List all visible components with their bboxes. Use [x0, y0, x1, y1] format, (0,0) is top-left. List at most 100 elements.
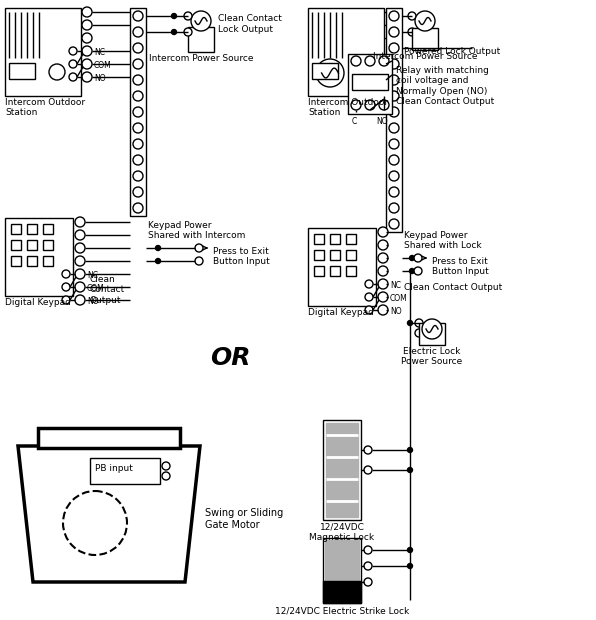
Bar	[308, 228, 376, 306]
Bar	[188, 27, 214, 52]
Circle shape	[184, 12, 192, 20]
Circle shape	[133, 155, 143, 165]
Text: Intercom Outdoor
Station: Intercom Outdoor Station	[5, 98, 85, 117]
Circle shape	[82, 59, 92, 69]
Bar	[412, 28, 438, 50]
Circle shape	[378, 292, 388, 302]
Circle shape	[414, 254, 422, 262]
Circle shape	[365, 293, 373, 301]
Circle shape	[379, 100, 389, 110]
Bar	[43, 224, 53, 234]
Circle shape	[389, 203, 399, 213]
Circle shape	[82, 72, 92, 82]
Bar	[352, 74, 388, 90]
Bar	[11, 224, 21, 234]
Bar	[314, 266, 324, 276]
Circle shape	[389, 43, 399, 53]
Text: Digital Keypad: Digital Keypad	[5, 298, 71, 307]
Circle shape	[378, 279, 388, 289]
Circle shape	[82, 20, 92, 30]
Text: COM: COM	[94, 61, 112, 70]
Bar	[330, 234, 340, 244]
Circle shape	[133, 107, 143, 117]
Circle shape	[364, 446, 372, 454]
Circle shape	[133, 171, 143, 181]
Circle shape	[133, 27, 143, 37]
Circle shape	[389, 11, 399, 21]
Circle shape	[133, 91, 143, 101]
Text: C: C	[352, 117, 357, 126]
Text: Swing or Sliding
Gate Motor: Swing or Sliding Gate Motor	[205, 508, 283, 529]
Circle shape	[191, 11, 211, 31]
Bar	[130, 8, 146, 216]
Circle shape	[389, 75, 399, 85]
Text: Digital Keypad: Digital Keypad	[308, 308, 374, 317]
Circle shape	[69, 47, 77, 55]
Polygon shape	[323, 581, 361, 603]
Text: Intercom Power Source: Intercom Power Source	[372, 52, 477, 61]
Polygon shape	[18, 446, 200, 582]
Text: Intercom Power Source: Intercom Power Source	[149, 54, 253, 63]
Bar	[5, 8, 81, 96]
Text: NO: NO	[390, 307, 402, 316]
Text: 12/24VDC
Magnetic Lock: 12/24VDC Magnetic Lock	[309, 523, 374, 542]
Circle shape	[133, 123, 143, 133]
Circle shape	[172, 14, 176, 19]
Circle shape	[365, 306, 373, 314]
Circle shape	[389, 59, 399, 69]
Text: OR: OR	[210, 346, 250, 370]
Circle shape	[409, 255, 414, 260]
Circle shape	[364, 466, 372, 474]
Bar	[330, 266, 340, 276]
Circle shape	[69, 73, 77, 81]
Circle shape	[75, 256, 85, 266]
Circle shape	[415, 11, 435, 31]
Circle shape	[389, 187, 399, 197]
Circle shape	[378, 253, 388, 263]
Text: Press to Exit
Button Input: Press to Exit Button Input	[213, 247, 270, 267]
Text: 12/24VDC Electric Strike Lock: 12/24VDC Electric Strike Lock	[275, 606, 409, 615]
Text: Electric Lock
Power Source: Electric Lock Power Source	[401, 347, 462, 366]
Polygon shape	[326, 423, 358, 517]
Circle shape	[133, 75, 143, 85]
Circle shape	[133, 139, 143, 149]
Bar	[323, 420, 361, 520]
Bar	[27, 240, 37, 250]
Text: Keypad Power
Shared with Lock: Keypad Power Shared with Lock	[404, 231, 482, 250]
Circle shape	[408, 448, 412, 453]
Circle shape	[389, 123, 399, 133]
Circle shape	[184, 28, 192, 36]
Text: NC: NC	[87, 271, 98, 280]
Bar	[5, 218, 73, 296]
Bar	[308, 8, 384, 96]
Circle shape	[316, 59, 344, 87]
Text: COM: COM	[390, 294, 408, 303]
Circle shape	[156, 246, 160, 250]
Circle shape	[365, 56, 375, 66]
Circle shape	[195, 257, 203, 265]
Circle shape	[364, 546, 372, 554]
Circle shape	[409, 268, 414, 273]
Circle shape	[408, 467, 412, 472]
Circle shape	[364, 578, 372, 586]
Bar	[27, 224, 37, 234]
Circle shape	[365, 100, 375, 110]
Circle shape	[75, 269, 85, 279]
Circle shape	[62, 270, 70, 278]
Circle shape	[408, 321, 412, 326]
Bar	[38, 428, 180, 448]
Polygon shape	[325, 540, 359, 581]
Circle shape	[408, 547, 412, 552]
Circle shape	[378, 266, 388, 276]
Circle shape	[414, 267, 422, 275]
Circle shape	[351, 100, 361, 110]
Circle shape	[389, 107, 399, 117]
Circle shape	[49, 64, 65, 80]
Text: PB input: PB input	[95, 464, 133, 473]
Circle shape	[422, 319, 442, 339]
Circle shape	[415, 319, 423, 327]
Text: Keypad Power
Shared with Intercom: Keypad Power Shared with Intercom	[148, 221, 246, 241]
Circle shape	[156, 259, 160, 263]
Text: NO: NO	[87, 297, 98, 306]
Circle shape	[364, 562, 372, 570]
